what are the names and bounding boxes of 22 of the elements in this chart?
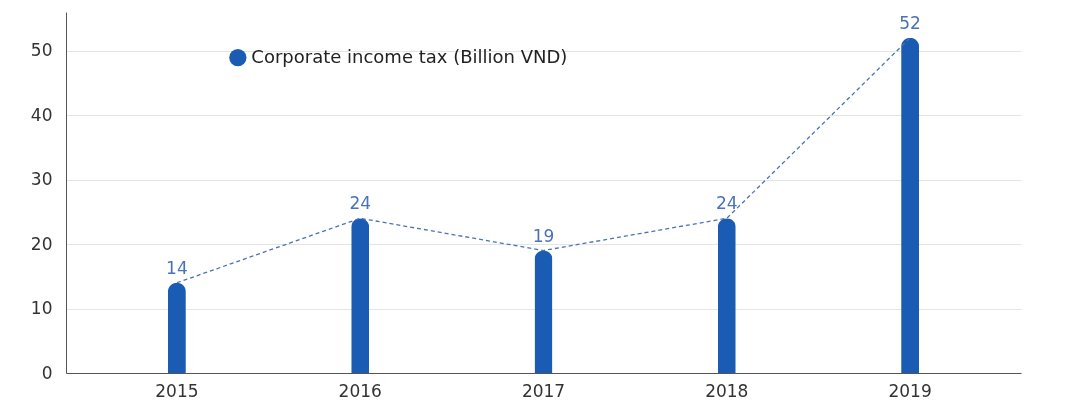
data-label: 24 [349,193,372,214]
bar [901,37,920,373]
x-tick-label: 2018 [705,380,749,401]
bar [351,218,370,373]
y-tick-label: 30 [30,169,53,190]
y-tick-label: 0 [41,362,53,383]
data-label: 14 [166,257,188,278]
y-tick-label: 40 [30,104,53,125]
bar [167,282,186,373]
bar [717,218,736,373]
data-label: 19 [532,225,555,246]
y-tick-label: 50 [30,40,53,61]
bar [534,250,553,373]
x-tick-label: 2017 [521,380,566,401]
y-tick-label: 10 [30,298,53,319]
x-tick-label: 2015 [155,380,199,401]
legend-label: Corporate income tax (Billion VND) [251,45,568,67]
x-tick-label: 2016 [338,380,382,401]
data-label: 52 [899,12,921,33]
x-tick-label: 2019 [888,380,932,401]
data-label: 24 [715,193,738,214]
y-tick-label: 20 [30,233,53,254]
